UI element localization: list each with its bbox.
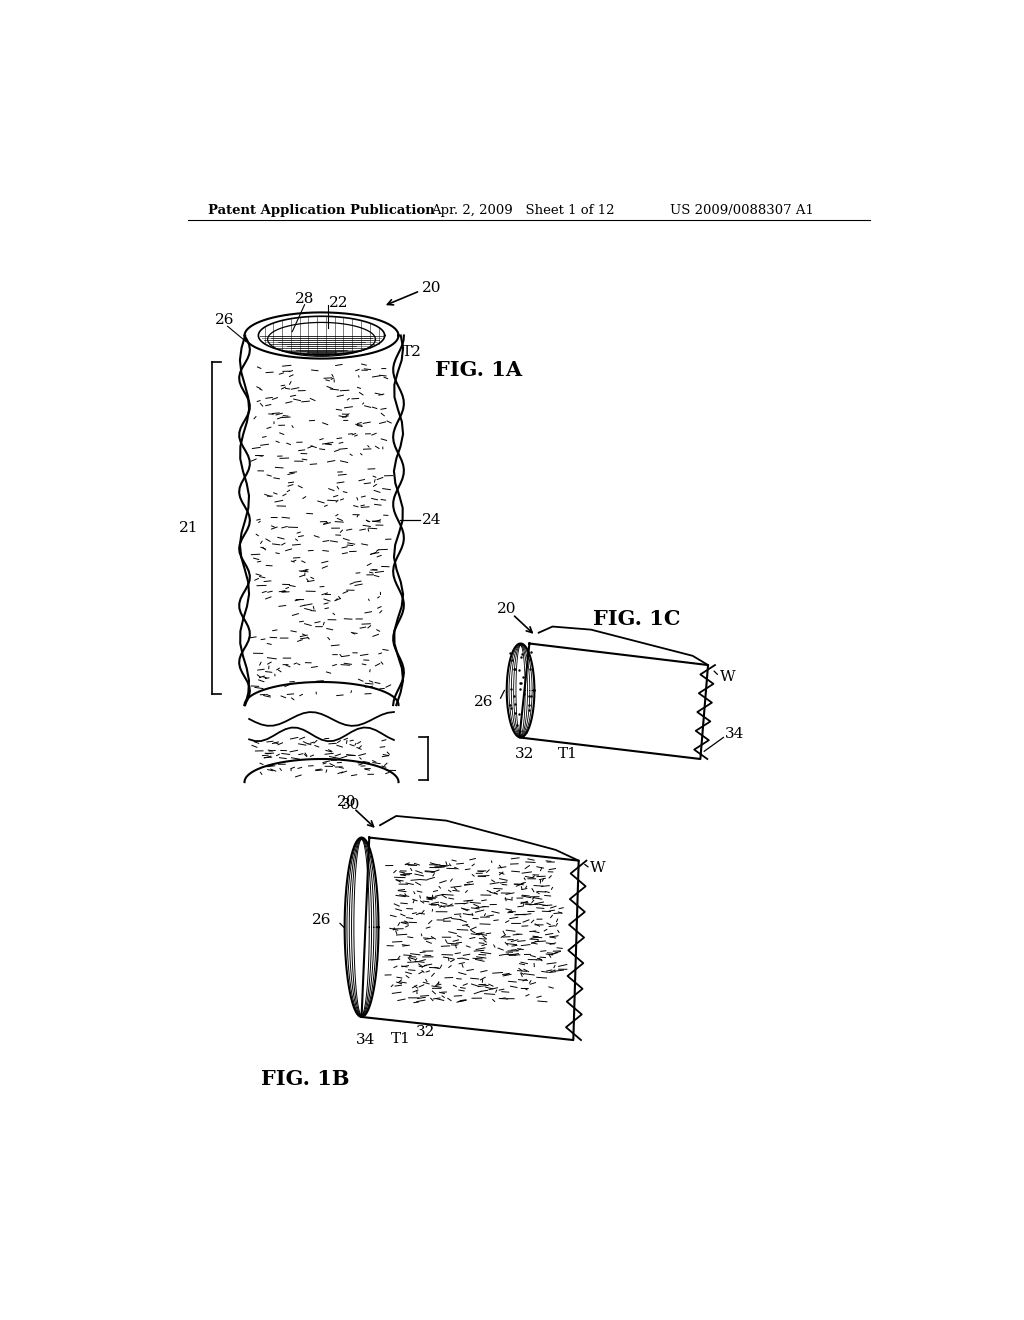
Text: 21: 21 xyxy=(179,521,199,535)
Text: 20: 20 xyxy=(497,602,516,616)
Text: 26: 26 xyxy=(474,696,494,709)
Text: Apr. 2, 2009   Sheet 1 of 12: Apr. 2, 2009 Sheet 1 of 12 xyxy=(431,205,614,218)
Text: 24: 24 xyxy=(422,513,441,527)
Text: W: W xyxy=(720,669,735,684)
Text: FIG. 1A: FIG. 1A xyxy=(435,360,522,380)
Text: US 2009/0088307 A1: US 2009/0088307 A1 xyxy=(670,205,813,218)
Text: 30: 30 xyxy=(341,799,360,812)
Text: W: W xyxy=(590,862,606,875)
Text: T1: T1 xyxy=(391,1031,411,1045)
Text: FIG. 1C: FIG. 1C xyxy=(593,609,680,628)
Text: 22: 22 xyxy=(330,296,349,310)
Text: 32: 32 xyxy=(416,1026,435,1039)
Text: T2: T2 xyxy=(402,346,422,359)
Text: FIG. 1B: FIG. 1B xyxy=(261,1069,350,1089)
Text: 26: 26 xyxy=(215,313,234,327)
Text: Patent Application Publication: Patent Application Publication xyxy=(208,205,434,218)
Text: 26: 26 xyxy=(312,912,332,927)
Text: T1: T1 xyxy=(558,747,578,762)
Text: 34: 34 xyxy=(355,1034,375,1047)
Text: 32: 32 xyxy=(514,747,534,762)
Text: 34: 34 xyxy=(725,727,744,742)
Text: 28: 28 xyxy=(295,292,314,306)
Text: 20: 20 xyxy=(337,795,356,809)
Text: 20: 20 xyxy=(422,281,441,294)
